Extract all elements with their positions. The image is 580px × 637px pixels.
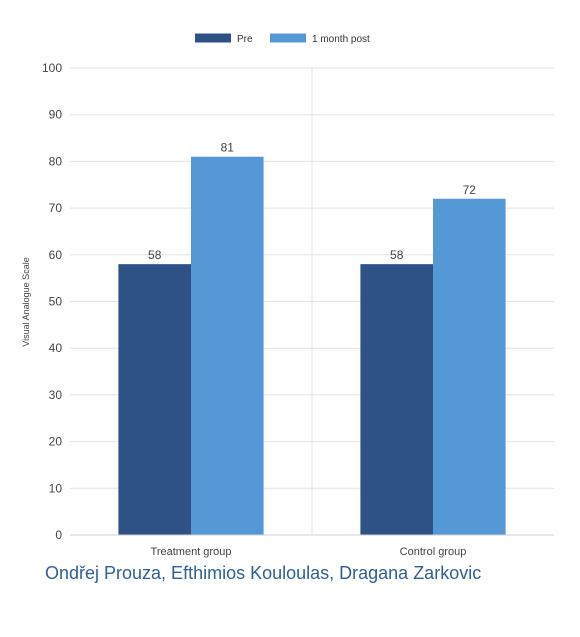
bar-1-1 <box>433 198 506 535</box>
y-tick-label: 60 <box>49 248 63 262</box>
y-axis-ticks: 0 10 20 30 40 50 60 70 80 90 100 <box>42 61 62 542</box>
y-tick-label: 50 <box>49 295 63 309</box>
legend-swatch-1 <box>270 33 306 43</box>
y-tick-label: 30 <box>49 388 63 402</box>
bar-0-1 <box>191 156 264 536</box>
legend-label: Pre <box>237 34 253 45</box>
x-tick-label: Control group <box>400 546 467 558</box>
y-tick-label: 0 <box>55 528 62 542</box>
data-label: 58 <box>148 248 162 262</box>
bar-1-0 <box>360 264 433 535</box>
legend: Pre 1 month post <box>195 33 370 45</box>
y-tick-label: 40 <box>49 341 63 355</box>
author-credit: Ondřej Prouza, Efthimios Kouloulas, Drag… <box>45 563 482 583</box>
bar-chart: 0 10 20 30 40 50 60 70 80 90 100 58 81 58 72 Treatmen… <box>21 33 554 558</box>
y-tick-label: 10 <box>49 481 63 495</box>
bars: 58 81 58 72 <box>118 141 506 536</box>
legend-label: 1 month post <box>312 34 370 45</box>
x-axis-ticks: Treatment group Control group <box>70 534 554 558</box>
y-tick-label: 100 <box>42 61 62 75</box>
y-tick-label: 80 <box>49 154 63 168</box>
x-tick-label: Treatment group <box>151 546 232 558</box>
data-label: 81 <box>221 141 235 155</box>
data-label: 72 <box>463 183 477 197</box>
legend-swatch-0 <box>195 33 231 43</box>
y-tick-label: 20 <box>49 435 63 449</box>
bar-0-0 <box>118 264 191 535</box>
y-tick-label: 90 <box>49 108 63 122</box>
data-label: 58 <box>390 248 404 262</box>
y-tick-label: 70 <box>49 201 63 215</box>
y-axis-label: Visual Analogue Scale <box>21 257 31 346</box>
